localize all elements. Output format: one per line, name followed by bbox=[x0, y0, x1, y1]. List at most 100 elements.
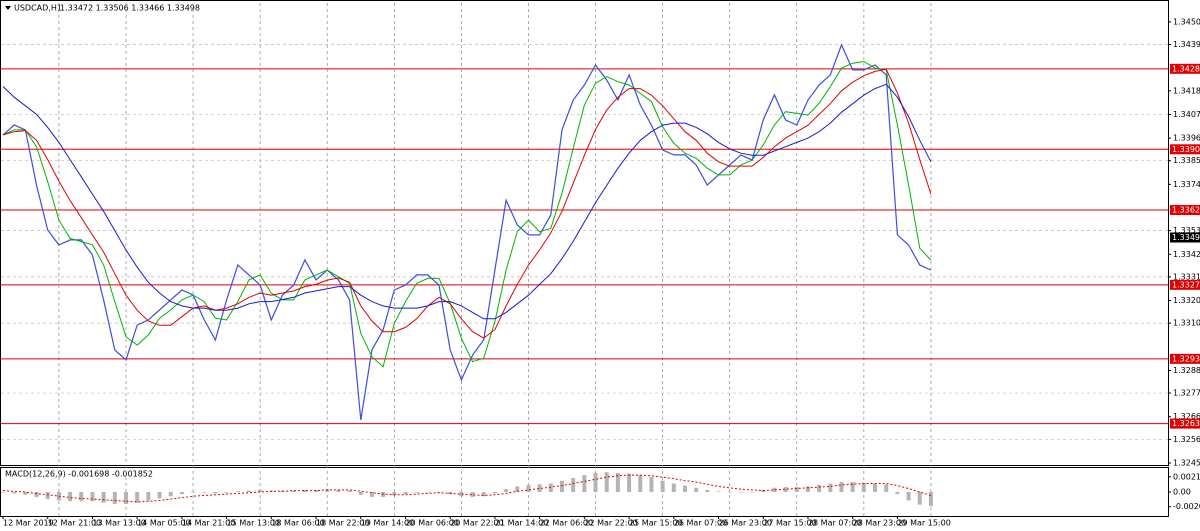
x-tick-label: 12 Mar 2019 bbox=[3, 519, 54, 528]
macd-bar bbox=[817, 484, 822, 492]
macd-bar bbox=[492, 492, 497, 494]
macd-bar bbox=[783, 487, 788, 492]
y-tick-label: 1.33420 bbox=[1173, 250, 1200, 259]
x-tick-label: 22 Mar 22:00 bbox=[584, 519, 637, 528]
x-tick-label: 19 Mar 14:00 bbox=[361, 519, 414, 528]
macd-bar bbox=[358, 492, 363, 495]
ohlc: 1.33472 1.33506 1.33466 1.33498 bbox=[60, 4, 200, 13]
menu-arrow[interactable] bbox=[5, 6, 11, 10]
macd-bar bbox=[839, 482, 844, 492]
y-tick-label: 1.33960 bbox=[1173, 134, 1200, 143]
macd-bar bbox=[750, 492, 755, 493]
macd-bar bbox=[660, 480, 665, 492]
macd-bar bbox=[526, 484, 531, 492]
y-tick-label: 1.33530 bbox=[1173, 226, 1200, 235]
y-tick-label: 1.33745 bbox=[1173, 180, 1200, 189]
level-label: 1.32633 bbox=[1172, 419, 1200, 428]
level-label: 1.33908 bbox=[1172, 145, 1200, 154]
macd-bar bbox=[1, 492, 5, 493]
macd-bar bbox=[314, 489, 319, 492]
y-tick-label: 1.32775 bbox=[1173, 389, 1200, 398]
macd-bar bbox=[504, 489, 509, 492]
y-tick-label: 1.33315 bbox=[1173, 272, 1200, 281]
level-box bbox=[1170, 279, 1200, 290]
y-tick-label: 1.32560 bbox=[1173, 435, 1200, 444]
macd-bar bbox=[638, 475, 643, 492]
macd-bar bbox=[235, 491, 240, 492]
macd-bar bbox=[246, 490, 251, 492]
x-tick-label: 25 Mar 15:00 bbox=[629, 519, 682, 528]
y-tick-label: 1.33205 bbox=[1173, 296, 1200, 305]
y-tick-label: -0.002084 bbox=[1173, 502, 1200, 511]
x-tick-label: 26 Mar 07:00 bbox=[674, 519, 727, 528]
x-tick-label: 28 Mar 23:00 bbox=[853, 519, 906, 528]
x-tick-label: 20 Mar 06:00 bbox=[405, 519, 458, 528]
macd-bar bbox=[68, 492, 73, 502]
y-tick-label: 1.34500 bbox=[1173, 17, 1200, 26]
y-tick-label: 1.33855 bbox=[1173, 156, 1200, 165]
macd-bar bbox=[873, 483, 878, 492]
macd-bar bbox=[694, 487, 699, 492]
y-tick-label: 1.34180 bbox=[1173, 86, 1200, 95]
macd-bar bbox=[347, 490, 352, 492]
macd-bar bbox=[537, 484, 542, 492]
moving-average bbox=[2, 83, 932, 320]
macd-bar bbox=[79, 492, 84, 502]
y-tick-label: 1.32880 bbox=[1173, 366, 1200, 375]
macd-bar bbox=[34, 492, 39, 497]
macd-bar bbox=[414, 492, 419, 493]
main-panel bbox=[0, 0, 1169, 466]
y-tick-label: 1.34070 bbox=[1173, 110, 1200, 119]
macd-bar bbox=[12, 492, 17, 494]
level-box bbox=[1170, 144, 1200, 155]
macd-bar bbox=[682, 485, 687, 492]
x-tick-label: 26 Mar 23:00 bbox=[719, 519, 772, 528]
macd-bar bbox=[425, 492, 430, 493]
last-price-box bbox=[1170, 232, 1200, 243]
macd-bar bbox=[571, 477, 576, 492]
macd-bar bbox=[727, 492, 732, 493]
macd-bar bbox=[850, 482, 855, 492]
x-tick-label: 22 Mar 06:00 bbox=[540, 519, 593, 528]
macd-bar bbox=[101, 492, 106, 503]
price-line bbox=[2, 43, 932, 421]
level-label: 1.33626 bbox=[1172, 205, 1200, 214]
macd-bar bbox=[157, 492, 162, 499]
macd-bar bbox=[135, 492, 140, 503]
macd-bar bbox=[23, 492, 28, 495]
macd-bar bbox=[369, 492, 374, 497]
macd-bar bbox=[403, 492, 408, 495]
x-tick-label: 18 Mar 06:00 bbox=[271, 519, 324, 528]
macd-bar bbox=[560, 480, 564, 492]
macd-bar bbox=[213, 492, 218, 494]
macd-bar bbox=[604, 472, 609, 492]
macd-bar bbox=[615, 472, 620, 492]
y-tick-label: 1.34395 bbox=[1173, 40, 1200, 49]
macd-bar bbox=[202, 492, 207, 493]
level-box bbox=[1170, 63, 1200, 74]
macd-bar bbox=[805, 486, 810, 492]
macd-bar bbox=[582, 475, 587, 492]
macd-bar bbox=[336, 489, 341, 492]
symbol: USDCAD,H1 bbox=[14, 4, 62, 13]
macd-bar bbox=[291, 490, 296, 492]
macd-bar bbox=[515, 486, 520, 492]
signal-line bbox=[2, 474, 932, 503]
macd-bar bbox=[392, 492, 397, 496]
x-tick-label: 13 Mar 13:00 bbox=[92, 519, 145, 528]
level-box bbox=[1170, 418, 1200, 429]
macd-bar bbox=[593, 472, 598, 492]
level-label: 1.34282 bbox=[1172, 64, 1200, 73]
x-tick-label: 20 Mar 22:00 bbox=[450, 519, 503, 528]
x-tick-label: 27 Mar 15:00 bbox=[763, 519, 816, 528]
level-label: 1.33278 bbox=[1172, 280, 1200, 289]
macd-bar bbox=[146, 492, 151, 501]
macd-bar bbox=[906, 492, 911, 501]
x-tick-label: 18 Mar 22:00 bbox=[316, 519, 369, 528]
x-tick-label: 14 Mar 05:00 bbox=[137, 519, 190, 528]
macd-bar bbox=[828, 483, 833, 492]
x-tick-label: 12 Mar 21:00 bbox=[48, 519, 101, 528]
macd-bar bbox=[548, 483, 553, 492]
x-tick-label: 21 Mar 14:00 bbox=[495, 519, 548, 528]
